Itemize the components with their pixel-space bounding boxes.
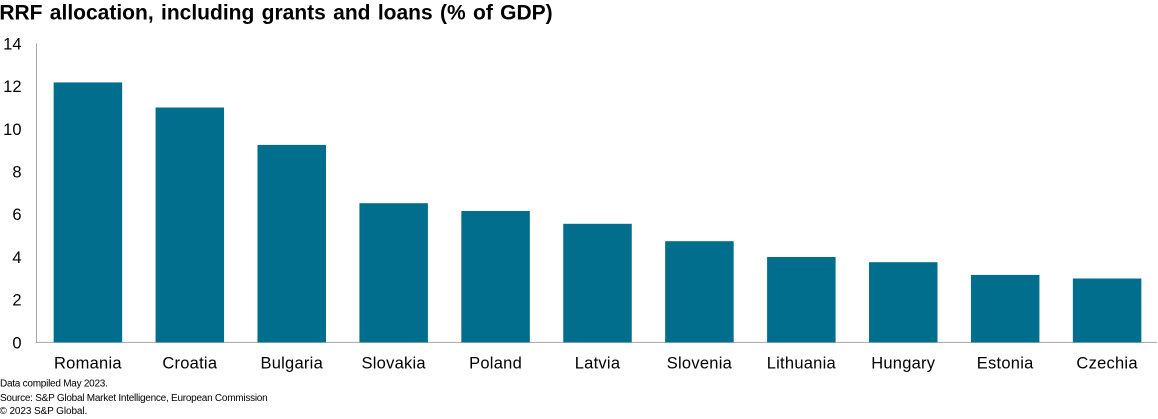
svg-text:12: 12 xyxy=(3,78,21,96)
svg-text:8: 8 xyxy=(12,164,21,182)
svg-text:0: 0 xyxy=(12,334,21,352)
svg-text:Romania: Romania xyxy=(54,355,122,373)
svg-text:14: 14 xyxy=(3,35,21,53)
svg-text:Slovakia: Slovakia xyxy=(361,355,426,373)
svg-text:Lithuania: Lithuania xyxy=(767,355,837,373)
svg-text:Hungary: Hungary xyxy=(871,355,936,373)
svg-text:Latvia: Latvia xyxy=(575,355,621,373)
svg-text:2: 2 xyxy=(12,292,21,310)
svg-text:Poland: Poland xyxy=(469,355,522,373)
svg-text:10: 10 xyxy=(3,121,21,139)
svg-text:6: 6 xyxy=(12,206,21,224)
svg-text:4: 4 xyxy=(12,249,21,267)
svg-text:Bulgaria: Bulgaria xyxy=(260,355,323,373)
svg-text:Czechia: Czechia xyxy=(1076,355,1138,373)
svg-text:© 2023 S&P Global.: © 2023 S&P Global. xyxy=(0,406,87,417)
svg-text:RRF allocation, including gran: RRF allocation, including grants and loa… xyxy=(0,2,553,25)
svg-text:Source: S&P Global Market Inte: Source: S&P Global Market Intelligence, … xyxy=(0,393,267,404)
svg-text:Croatia: Croatia xyxy=(162,355,218,373)
svg-text:Slovenia: Slovenia xyxy=(667,355,733,373)
svg-text:Data compiled May 2023.: Data compiled May 2023. xyxy=(0,379,108,390)
svg-text:Estonia: Estonia xyxy=(977,355,1034,373)
